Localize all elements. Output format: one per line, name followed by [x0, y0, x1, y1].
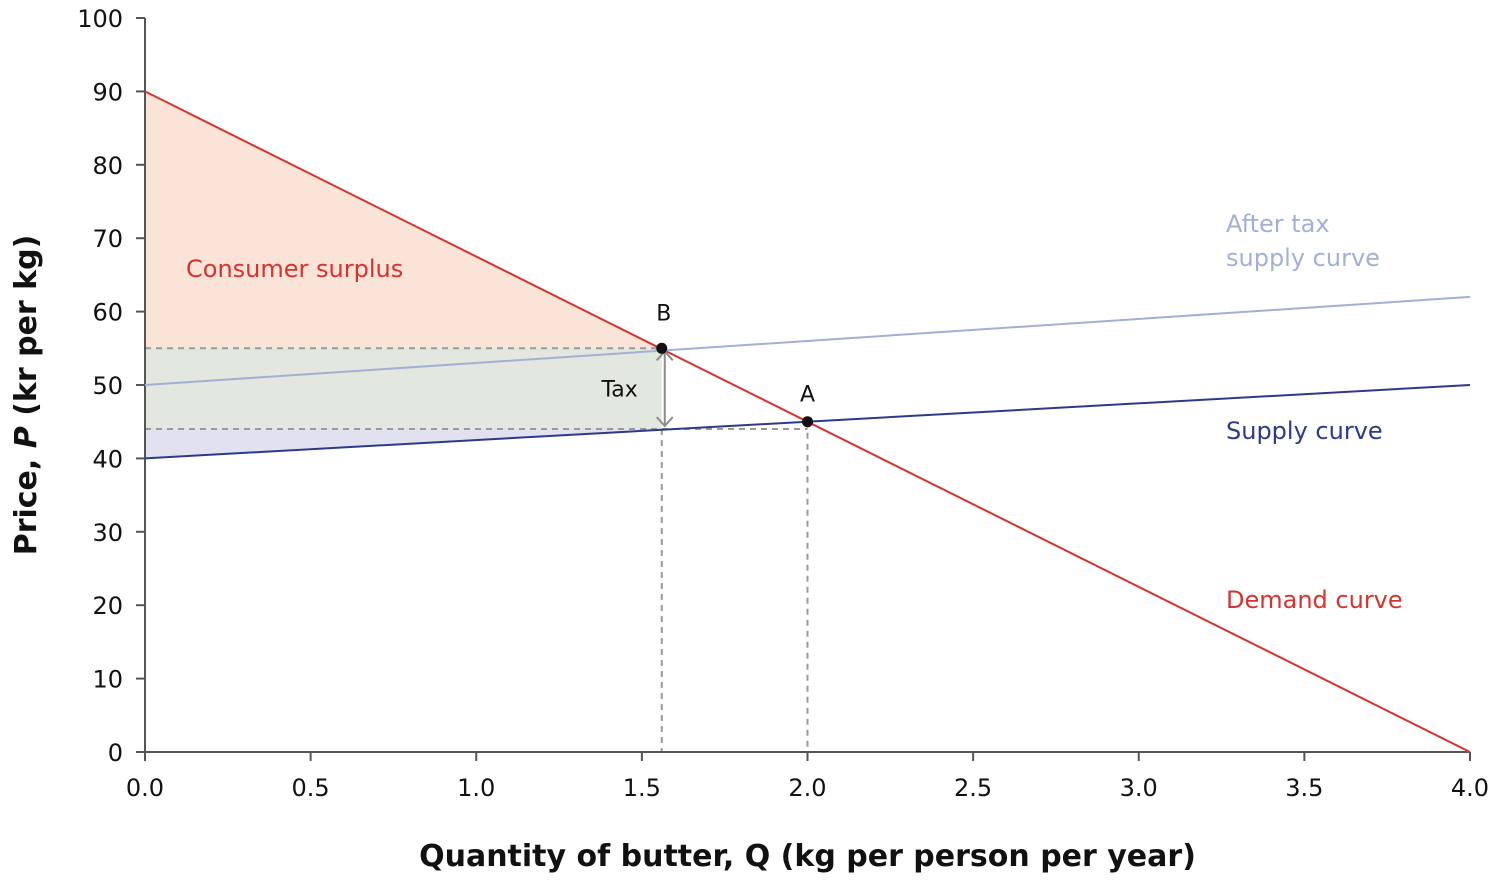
x-tick-label: 3.0: [1120, 774, 1158, 802]
y-tick-label: 90: [92, 78, 123, 106]
x-tick-label: 3.5: [1285, 774, 1323, 802]
x-tick-label: 1.0: [457, 774, 495, 802]
dashed-guides: [145, 347, 809, 752]
x-tick-label: 0.5: [292, 774, 330, 802]
y-tick-label: 80: [92, 152, 123, 180]
tax-arrow-head-bottom: [656, 416, 674, 428]
y-tick-label: 10: [92, 666, 123, 694]
y-tick-label: 30: [92, 519, 123, 547]
y-tick-label: 100: [77, 5, 123, 33]
y-axis-title: Price, P (kr per kg): [9, 235, 44, 556]
x-tick-label: 2.5: [954, 774, 992, 802]
x-tick-label: 4.0: [1451, 774, 1489, 802]
x-tick-label: 2.0: [788, 774, 826, 802]
supply-curve-label: Supply curve: [1226, 417, 1383, 445]
tax-revenue-area: [145, 348, 662, 430]
demand-curve-label: Demand curve: [1226, 586, 1403, 614]
point-a-label: A: [800, 383, 815, 408]
tax-label: Tax: [600, 378, 637, 403]
x-axis-title: Quantity of butter, Q (kg per person per…: [419, 839, 1196, 874]
x-tick-label: 0.0: [126, 774, 164, 802]
labels: A B Tax Consumer surplus Demand curve Supply …: [186, 210, 1403, 614]
y-tick-label: 20: [92, 592, 123, 620]
markers: [656, 342, 813, 428]
y-tick-label: 0: [108, 739, 123, 767]
after-tax-label-line1: After tax: [1226, 210, 1330, 238]
x-tick-label: 1.5: [623, 774, 661, 802]
after-tax-supply-curve: [144, 295, 1471, 386]
axes: 0.0 0.5 1.0 1.5 2.0 2.5 3.0 3.5 4.0 0 10 20 30 40 50 60…: [9, 5, 1489, 874]
after-tax-label-line2: supply curve: [1226, 244, 1380, 272]
consumer-surplus-label: Consumer surplus: [186, 255, 403, 283]
y-tick-label: 40: [92, 445, 123, 473]
y-tick-label: 50: [92, 372, 123, 400]
y-tick-label: 60: [92, 299, 123, 327]
point-b-label: B: [656, 301, 671, 326]
point-b-marker: [656, 342, 668, 354]
point-a-marker: [802, 416, 813, 428]
y-tick-label: 70: [92, 225, 123, 253]
